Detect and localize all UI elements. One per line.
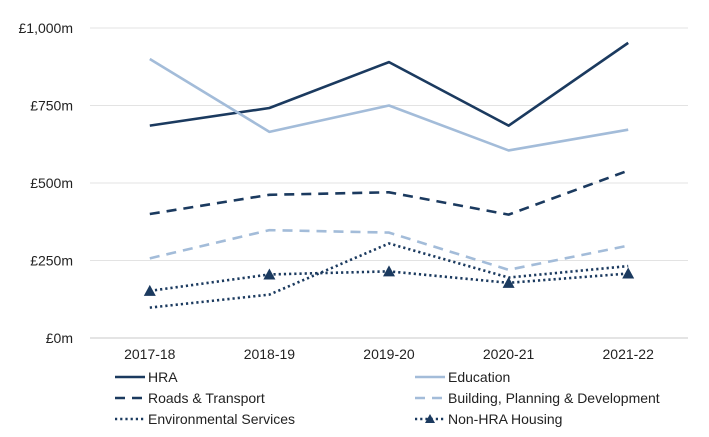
y-tick-label: £250m xyxy=(30,253,73,269)
legend-label: Building, Planning & Development xyxy=(448,390,660,406)
legend-item: Environmental Services xyxy=(115,411,295,427)
y-tick-label: £500m xyxy=(30,175,73,191)
legend-label: Environmental Services xyxy=(148,411,295,427)
legend-label: Education xyxy=(448,369,510,385)
x-tick-label: 2021-22 xyxy=(603,346,655,362)
series-line xyxy=(149,57,629,152)
data-point-marker xyxy=(622,267,635,279)
x-tick-label: 2017-18 xyxy=(124,346,176,362)
y-tick-label: £750m xyxy=(30,98,73,114)
x-tick-label: 2020-21 xyxy=(483,346,535,362)
legend-label: HRA xyxy=(148,369,178,385)
legend-item: Non-HRA Housing xyxy=(415,411,562,427)
series-line xyxy=(149,41,629,127)
legend-item: Roads & Transport xyxy=(115,390,265,406)
data-point-marker xyxy=(263,268,276,280)
data-point-marker xyxy=(383,265,395,277)
data-point-marker xyxy=(502,276,515,288)
legend: HRA Education Roads & Transport Building, P… xyxy=(115,369,660,427)
series-line xyxy=(149,242,629,309)
data-point-marker xyxy=(143,284,156,296)
y-tick-label: £0m xyxy=(46,330,73,346)
y-tick-label: £1,000m xyxy=(19,20,73,36)
legend-label: Roads & Transport xyxy=(148,390,265,406)
series-lines xyxy=(143,41,635,309)
axes: £0m £250m £500m £750m £1,000m 2017-18 2018-19 2… xyxy=(19,20,688,362)
legend-item: Building, Planning & Development xyxy=(415,390,660,406)
x-tick-label: 2018-19 xyxy=(244,346,296,362)
series-line xyxy=(149,228,629,272)
legend-item: Education xyxy=(415,369,510,385)
legend-item: HRA xyxy=(115,369,178,385)
legend-label: Non-HRA Housing xyxy=(448,411,562,427)
series-line xyxy=(149,169,629,216)
legend-marker xyxy=(425,414,435,423)
x-tick-label: 2019-20 xyxy=(363,346,415,362)
